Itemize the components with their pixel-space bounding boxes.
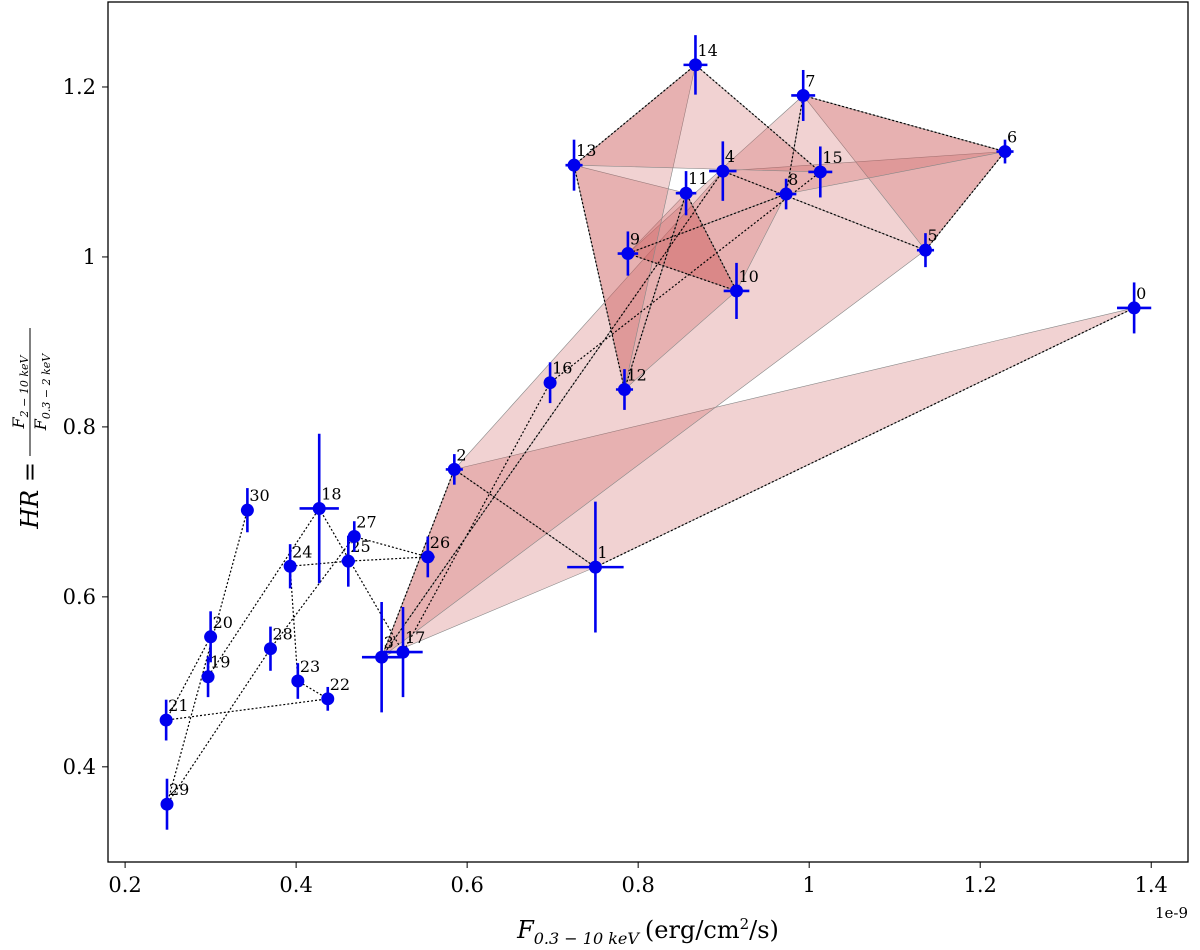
track-fill [573,64,822,173]
point [543,376,557,390]
point-label: 4 [725,147,735,166]
point-label: 15 [822,148,842,167]
point [567,158,581,172]
x-tick-label: 0.8 [621,873,654,897]
point [201,670,215,684]
point [396,645,410,659]
point [159,713,173,727]
point [421,550,435,564]
x-tick-label: 1.4 [1135,873,1168,897]
point-label: 12 [626,366,646,385]
y-label-num: F2 − 10 keV [9,354,31,429]
point [375,650,389,664]
point-label: 5 [927,226,937,245]
point [918,243,932,257]
point-label: 10 [739,267,759,286]
point-label: 22 [330,675,350,694]
point-label: 14 [697,41,717,60]
x-label-unit: (erg/cm [645,916,740,944]
point [291,674,305,688]
fills [381,64,1135,658]
point-label: 23 [300,657,320,676]
point-label: 29 [169,780,189,799]
point [283,559,297,573]
point-label: 20 [213,613,233,632]
point [588,560,602,574]
point [341,554,355,568]
y-tick-label: 1.2 [63,75,96,99]
point-label: 21 [168,696,188,715]
point [679,186,693,200]
point-label: 11 [688,169,708,188]
point [321,692,335,706]
point-label: 13 [576,141,596,160]
y-label-lead: HR = [16,462,44,530]
marks: 0123456789101112131415161718192021222324… [159,35,1152,830]
x-label-sup: 2 [740,915,750,933]
point-label: 3 [384,633,394,652]
y-label-den: F0.3 − 2 keV [31,353,53,431]
x-tick-label: 1 [803,873,816,897]
point [998,145,1012,159]
point [347,530,361,544]
x-tick-label: 0.6 [450,873,483,897]
point [716,164,730,178]
x-offset-label: 1e-9 [1155,904,1188,922]
y-tick-label: 0.8 [63,415,96,439]
x-axis-label: F0.3 − 10 keV (erg/cm2/s) [516,915,779,946]
y-tick-label: 0.6 [63,585,96,609]
point [730,284,744,298]
point-label: 0 [1136,284,1146,303]
point [312,501,326,515]
point [796,88,810,102]
point [1127,301,1141,315]
point [621,247,635,261]
point-label: 28 [272,625,292,644]
point [204,630,218,644]
point [240,503,254,517]
y-tick-label: 1 [83,245,96,269]
y-label-num-symbol: F [9,416,28,429]
point [447,462,461,476]
x-tick-label: 0.4 [279,873,312,897]
point-label: 8 [788,170,798,189]
point-label: 7 [805,71,815,90]
point-label: 24 [292,542,312,561]
y-label-num-sub: 2 − 10 keV [18,354,31,418]
x-tick-label: 1.2 [964,873,997,897]
y-axis-label: HR = F2 − 10 keV F0.3 − 2 keV [9,328,53,530]
point-label: 30 [249,486,269,505]
point-label: 27 [356,513,376,532]
axes-frame [107,1,1189,863]
point-label: 6 [1007,128,1017,147]
point [617,383,631,397]
x-tick-label: 0.2 [108,873,141,897]
y-label-den-symbol: F [31,418,50,431]
x-label-tail: /s) [749,916,779,944]
point [688,58,702,72]
point-label: 19 [210,653,230,672]
point-label: 17 [405,628,425,647]
x-label-sub: 0.3 − 10 keV [534,929,641,946]
point [263,642,277,656]
y-label-den-sub: 0.3 − 2 keV [40,353,53,419]
point-label: 2 [456,445,466,464]
point [779,187,793,201]
point [160,797,174,811]
x-label-symbol: F [516,916,535,944]
point [813,165,827,179]
point-label: 26 [430,533,450,552]
point-label: 16 [552,359,572,378]
point-label: 9 [630,230,640,249]
y-tick-label: 0.4 [63,755,96,779]
point-label: 1 [597,543,607,562]
point-label: 18 [321,484,341,503]
